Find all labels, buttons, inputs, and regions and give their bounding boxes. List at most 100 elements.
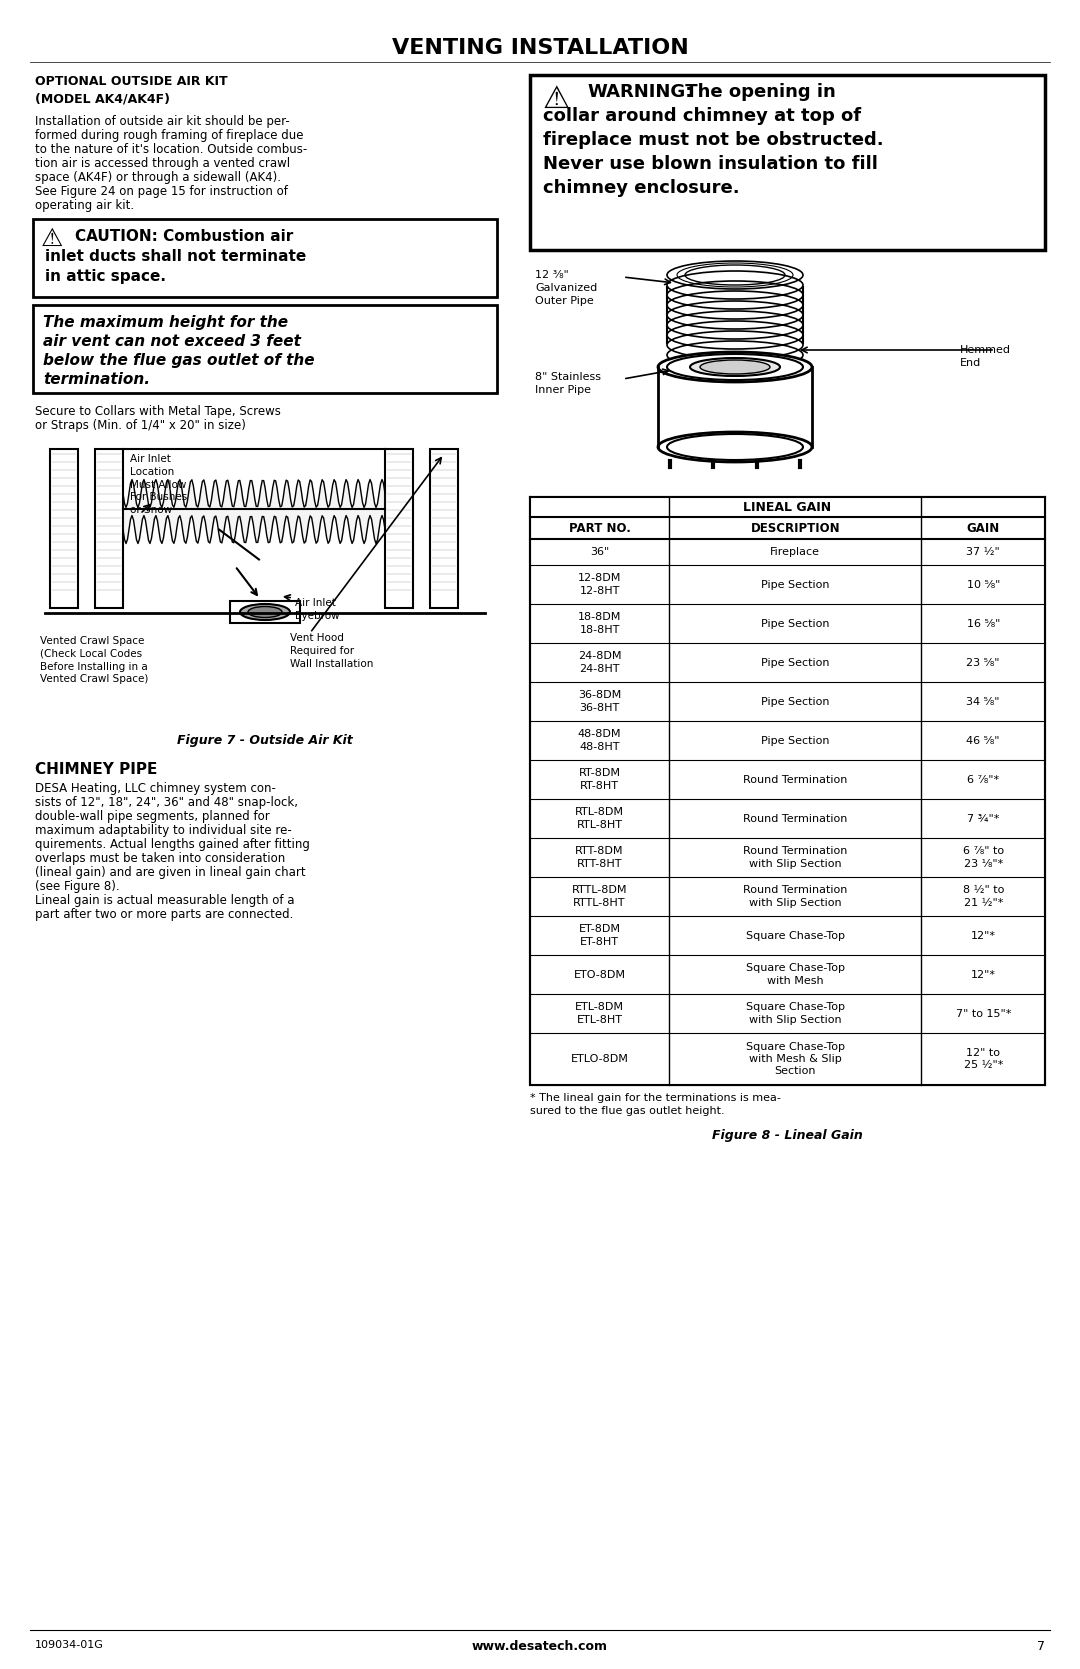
Text: collar around chimney at top of: collar around chimney at top of — [543, 107, 861, 125]
Text: Hemmed
End: Hemmed End — [960, 345, 1011, 367]
Text: Square Chase-Top
with Mesh: Square Chase-Top with Mesh — [745, 963, 845, 986]
Text: 36-8DM
36-8HT: 36-8DM 36-8HT — [578, 691, 621, 713]
Text: in attic space.: in attic space. — [45, 269, 166, 284]
Text: space (AK4F) or through a sidewall (AK4).: space (AK4F) or through a sidewall (AK4)… — [35, 170, 281, 184]
Text: Pipe Section: Pipe Section — [761, 658, 829, 668]
Ellipse shape — [690, 357, 780, 376]
Text: 7: 7 — [1037, 1641, 1045, 1652]
Text: DESCRIPTION: DESCRIPTION — [751, 521, 840, 534]
Text: Vent Hood
Required for
Wall Installation: Vent Hood Required for Wall Installation — [291, 633, 374, 669]
Text: 23 ⁵⁄₈": 23 ⁵⁄₈" — [967, 658, 1000, 668]
FancyBboxPatch shape — [430, 449, 458, 609]
Text: CAUTION: Combustion air: CAUTION: Combustion air — [75, 229, 294, 244]
Text: Square Chase-Top: Square Chase-Top — [745, 931, 845, 941]
Text: Air Inlet
Location
Must Allow
For Bushes
or Snow: Air Inlet Location Must Allow For Bushes… — [130, 454, 187, 516]
Text: 12 ³⁄₈"
Galvanized
Outer Pipe: 12 ³⁄₈" Galvanized Outer Pipe — [535, 270, 597, 305]
Text: 34 ⁵⁄₈": 34 ⁵⁄₈" — [967, 696, 1000, 706]
Text: tion air is accessed through a vented crawl: tion air is accessed through a vented cr… — [35, 157, 291, 170]
Text: 48-8DM
48-8HT: 48-8DM 48-8HT — [578, 729, 621, 751]
Text: Pipe Section: Pipe Section — [761, 619, 829, 629]
FancyBboxPatch shape — [95, 449, 123, 609]
Text: 6 ⁷⁄₈" to
23 ¹⁄₈"*: 6 ⁷⁄₈" to 23 ¹⁄₈"* — [962, 846, 1003, 868]
Text: Square Chase-Top
with Slip Section: Square Chase-Top with Slip Section — [745, 1003, 845, 1025]
Text: The opening in: The opening in — [679, 83, 836, 102]
Text: GAIN: GAIN — [967, 521, 1000, 534]
Text: Round Termination
with Slip Section: Round Termination with Slip Section — [743, 846, 848, 868]
Text: quirements. Actual lengths gained after fitting: quirements. Actual lengths gained after … — [35, 838, 310, 851]
Text: 12-8DM
12-8HT: 12-8DM 12-8HT — [578, 572, 621, 596]
FancyBboxPatch shape — [50, 449, 78, 609]
Text: 7 ¾"*: 7 ¾"* — [967, 813, 999, 823]
Text: Secure to Collars with Metal Tape, Screws: Secure to Collars with Metal Tape, Screw… — [35, 406, 281, 417]
Text: inlet ducts shall not terminate: inlet ducts shall not terminate — [45, 249, 307, 264]
Text: OPTIONAL OUTSIDE AIR KIT: OPTIONAL OUTSIDE AIR KIT — [35, 75, 228, 88]
Text: fireplace must not be obstructed.: fireplace must not be obstructed. — [543, 130, 883, 149]
Ellipse shape — [700, 361, 770, 374]
Text: or Straps (Min. of 1/4" x 20" in size): or Straps (Min. of 1/4" x 20" in size) — [35, 419, 246, 432]
Text: (lineal gain) and are given in lineal gain chart: (lineal gain) and are given in lineal ga… — [35, 866, 306, 880]
Text: (see Figure 8).: (see Figure 8). — [35, 880, 120, 893]
Text: Round Termination: Round Termination — [743, 774, 848, 784]
Text: ETO-8DM: ETO-8DM — [573, 970, 625, 980]
Text: Round Termination
with Slip Section: Round Termination with Slip Section — [743, 885, 848, 908]
Text: See Figure 24 on page 15 for instruction of: See Figure 24 on page 15 for instruction… — [35, 185, 288, 199]
Text: RT-8DM
RT-8HT: RT-8DM RT-8HT — [579, 768, 621, 791]
Text: Pipe Section: Pipe Section — [761, 736, 829, 746]
Text: CHIMNEY PIPE: CHIMNEY PIPE — [35, 763, 158, 778]
Text: 10 ⁵⁄₈": 10 ⁵⁄₈" — [967, 579, 1000, 589]
Ellipse shape — [658, 432, 812, 462]
Text: RTT-8DM
RTT-8HT: RTT-8DM RTT-8HT — [576, 846, 624, 868]
Text: sists of 12", 18", 24", 36" and 48" snap-lock,: sists of 12", 18", 24", 36" and 48" snap… — [35, 796, 298, 809]
Text: Figure 7 - Outside Air Kit: Figure 7 - Outside Air Kit — [177, 734, 353, 748]
Text: 7" to 15"*: 7" to 15"* — [956, 1008, 1011, 1018]
Text: ⚠: ⚠ — [41, 227, 64, 250]
Text: 46 ⁵⁄₈": 46 ⁵⁄₈" — [967, 736, 1000, 746]
Text: 18-8DM
18-8HT: 18-8DM 18-8HT — [578, 613, 621, 634]
Text: ⚠: ⚠ — [543, 85, 570, 113]
Text: 12"*: 12"* — [971, 970, 996, 980]
Text: 6 ⁷⁄₈"*: 6 ⁷⁄₈"* — [967, 774, 999, 784]
FancyBboxPatch shape — [530, 497, 1045, 1085]
FancyBboxPatch shape — [530, 497, 1045, 517]
Text: Square Chase-Top
with Mesh & Slip
Section: Square Chase-Top with Mesh & Slip Sectio… — [745, 1041, 845, 1077]
Text: air vent can not exceed 3 feet: air vent can not exceed 3 feet — [43, 334, 301, 349]
Text: PART NO.: PART NO. — [568, 521, 631, 534]
Text: 8" Stainless
Inner Pipe: 8" Stainless Inner Pipe — [535, 372, 600, 396]
Text: below the flue gas outlet of the: below the flue gas outlet of the — [43, 354, 314, 367]
Text: RTL-8DM
RTL-8HT: RTL-8DM RTL-8HT — [575, 808, 624, 829]
Text: Air Inlet
Eyebrow: Air Inlet Eyebrow — [295, 598, 339, 621]
Text: to the nature of it's location. Outside combus-: to the nature of it's location. Outside … — [35, 144, 307, 155]
Text: formed during rough framing of fireplace due: formed during rough framing of fireplace… — [35, 129, 303, 142]
Text: Pipe Section: Pipe Section — [761, 579, 829, 589]
Text: 36": 36" — [590, 547, 609, 557]
Text: ET-8DM
ET-8HT: ET-8DM ET-8HT — [579, 925, 621, 946]
Text: 16 ⁵⁄₈": 16 ⁵⁄₈" — [967, 619, 1000, 629]
FancyBboxPatch shape — [33, 305, 497, 392]
Text: double-wall pipe segments, planned for: double-wall pipe segments, planned for — [35, 809, 270, 823]
Text: ETL-8DM
ETL-8HT: ETL-8DM ETL-8HT — [575, 1003, 624, 1025]
Text: 8 ½" to
21 ½"*: 8 ½" to 21 ½"* — [962, 885, 1004, 908]
Text: 12" to
25 ½"*: 12" to 25 ½"* — [963, 1048, 1003, 1070]
Text: 109034-01G: 109034-01G — [35, 1641, 104, 1651]
Text: 12"*: 12"* — [971, 931, 996, 941]
Text: part after two or more parts are connected.: part after two or more parts are connect… — [35, 908, 294, 921]
Text: LINEAL GAIN: LINEAL GAIN — [743, 501, 832, 514]
Text: (MODEL AK4/AK4F): (MODEL AK4/AK4F) — [35, 93, 170, 107]
FancyBboxPatch shape — [530, 75, 1045, 250]
Text: RTTL-8DM
RTTL-8HT: RTTL-8DM RTTL-8HT — [571, 885, 627, 908]
Text: * The lineal gain for the terminations is mea-
sured to the flue gas outlet heig: * The lineal gain for the terminations i… — [530, 1093, 781, 1117]
Text: Figure 8 - Lineal Gain: Figure 8 - Lineal Gain — [712, 1128, 863, 1142]
Text: VENTING INSTALLATION: VENTING INSTALLATION — [392, 38, 688, 58]
FancyBboxPatch shape — [230, 601, 300, 623]
Text: overlaps must be taken into consideration: overlaps must be taken into consideratio… — [35, 851, 285, 865]
Text: maximum adaptability to individual site re-: maximum adaptability to individual site … — [35, 824, 292, 836]
FancyBboxPatch shape — [33, 219, 497, 297]
Ellipse shape — [248, 606, 282, 618]
Text: Fireplace: Fireplace — [770, 547, 820, 557]
Text: Lineal gain is actual measurable length of a: Lineal gain is actual measurable length … — [35, 895, 295, 906]
Text: The maximum height for the: The maximum height for the — [43, 315, 288, 330]
Text: Never use blown insulation to fill: Never use blown insulation to fill — [543, 155, 878, 174]
Text: WARNING:: WARNING: — [588, 83, 692, 102]
Text: Pipe Section: Pipe Section — [761, 696, 829, 706]
FancyBboxPatch shape — [384, 449, 413, 609]
